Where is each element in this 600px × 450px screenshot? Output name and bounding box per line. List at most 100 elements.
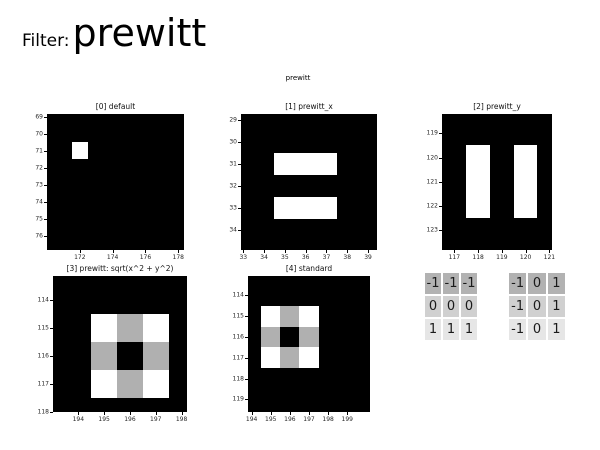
- heatmap-cell: [299, 347, 319, 369]
- y-tick-mark: [439, 230, 442, 232]
- x-tick-label: 176: [139, 254, 152, 261]
- x-tick-label: 172: [74, 254, 86, 261]
- y-tick-label: 123: [426, 226, 438, 234]
- x-tick-mark: [284, 250, 286, 253]
- x-tick-mark: [243, 250, 245, 253]
- y-tick-mark: [439, 205, 442, 207]
- y-tick-mark: [238, 229, 241, 231]
- x-tick-mark: [270, 412, 272, 415]
- heatmap-cell: [299, 326, 319, 348]
- x-tick-mark: [129, 412, 131, 415]
- x-tick-label: 38: [343, 254, 352, 261]
- y-tick-label: 114: [37, 296, 49, 304]
- x-tick-mark: [181, 412, 183, 415]
- x-tick-label: 174: [106, 254, 119, 261]
- y-tick-mark: [238, 141, 241, 143]
- heatmap-cell: [274, 152, 337, 175]
- heatmap-cell: [280, 347, 300, 369]
- y-tick-mark: [50, 300, 53, 302]
- x-tick-label: 121: [543, 254, 556, 261]
- y-tick-label: 69: [35, 113, 43, 121]
- kernel-cell: 1: [547, 319, 565, 340]
- x-tick-mark: [328, 412, 330, 415]
- y-tick-label: 74: [35, 198, 43, 206]
- x-tick-mark: [347, 250, 349, 253]
- y-tick-label: 31: [229, 160, 237, 168]
- y-tick-mark: [44, 167, 47, 169]
- y-tick-mark: [44, 133, 47, 135]
- x-tick-mark: [501, 250, 503, 253]
- y-tick-label: 117: [37, 380, 49, 388]
- heatmap-cell: [117, 314, 143, 343]
- x-tick-mark: [525, 250, 527, 253]
- x-tick-label: 196: [284, 416, 296, 423]
- x-tick-label: 198: [175, 416, 188, 423]
- y-tick-label: 120: [426, 154, 438, 162]
- kernel-cell: 0: [443, 296, 459, 317]
- y-tick-label: 116: [37, 352, 49, 360]
- kernel-cell: 0: [425, 296, 441, 317]
- y-tick-label: 75: [35, 215, 43, 223]
- y-tick-mark: [245, 336, 248, 338]
- y-tick-label: 119: [426, 129, 438, 137]
- subplot-0-title: [0] default: [95, 102, 136, 111]
- subplot-2-image: [442, 114, 552, 250]
- y-tick-mark: [245, 378, 248, 380]
- x-tick-label: 195: [98, 416, 110, 423]
- subplot-4-image: [248, 276, 370, 412]
- y-tick-label: 115: [37, 324, 49, 332]
- y-tick-label: 32: [229, 182, 237, 190]
- x-tick-mark: [264, 250, 266, 253]
- kernel-cell: -1: [509, 319, 527, 340]
- y-tick-mark: [44, 150, 47, 152]
- kernel-cell: -1: [443, 273, 459, 294]
- y-tick-label: 71: [35, 147, 43, 155]
- prewitt-kernel-rows: -1 -1 -1 0 0 0 1 1 1: [425, 273, 477, 340]
- heatmap-cell: [261, 326, 281, 348]
- kernel-cell: -1: [425, 273, 441, 294]
- x-tick-label: 197: [303, 416, 315, 423]
- heatmap-cell: [513, 145, 538, 219]
- x-tick-mark: [178, 250, 180, 253]
- y-tick-label: 115: [232, 312, 244, 320]
- y-tick-mark: [238, 185, 241, 187]
- y-tick-label: 29: [229, 116, 237, 124]
- y-tick-mark: [238, 207, 241, 209]
- x-tick-label: 37: [322, 254, 331, 261]
- x-tick-mark: [454, 250, 456, 253]
- x-tick-mark: [145, 250, 147, 253]
- y-tick-label: 122: [426, 202, 438, 210]
- x-tick-label: 118: [472, 254, 484, 261]
- heatmap-cell: [142, 370, 169, 399]
- y-tick-mark: [50, 412, 53, 413]
- x-tick-mark: [78, 412, 80, 415]
- heatmap-cell: [117, 370, 143, 399]
- kernel-cell: -1: [509, 273, 527, 294]
- heatmap-cell: [71, 142, 89, 160]
- subplot-1-title: [1] prewitt_x: [285, 102, 333, 111]
- heatmap-cell: [91, 342, 118, 371]
- y-tick-mark: [245, 399, 248, 401]
- y-tick-label: 116: [232, 333, 244, 341]
- y-tick-mark: [439, 133, 442, 135]
- kernel-cell: -1: [509, 296, 527, 317]
- y-tick-label: 119: [232, 395, 244, 403]
- x-tick-label: 194: [72, 416, 85, 423]
- x-tick-label: 197: [150, 416, 162, 423]
- x-tick-mark: [112, 250, 114, 253]
- prewitt-kernel-cols: -1 0 1 -1 0 1 -1 0 1: [509, 273, 565, 340]
- heatmap-cell: [261, 347, 281, 369]
- subplot-3-title: [3] prewitt: sqrt(x^2 + y^2): [66, 264, 174, 273]
- x-tick-label: 196: [124, 416, 136, 423]
- x-tick-label: 198: [322, 416, 334, 423]
- subplot-4-title: [4] standard: [285, 264, 333, 273]
- x-tick-mark: [478, 250, 480, 253]
- y-tick-mark: [44, 201, 47, 203]
- kernel-cell: -1: [461, 273, 477, 294]
- y-tick-label: 30: [229, 138, 237, 146]
- y-tick-mark: [245, 357, 248, 359]
- x-tick-label: 39: [364, 254, 372, 261]
- y-tick-mark: [44, 218, 47, 220]
- x-tick-mark: [79, 250, 81, 253]
